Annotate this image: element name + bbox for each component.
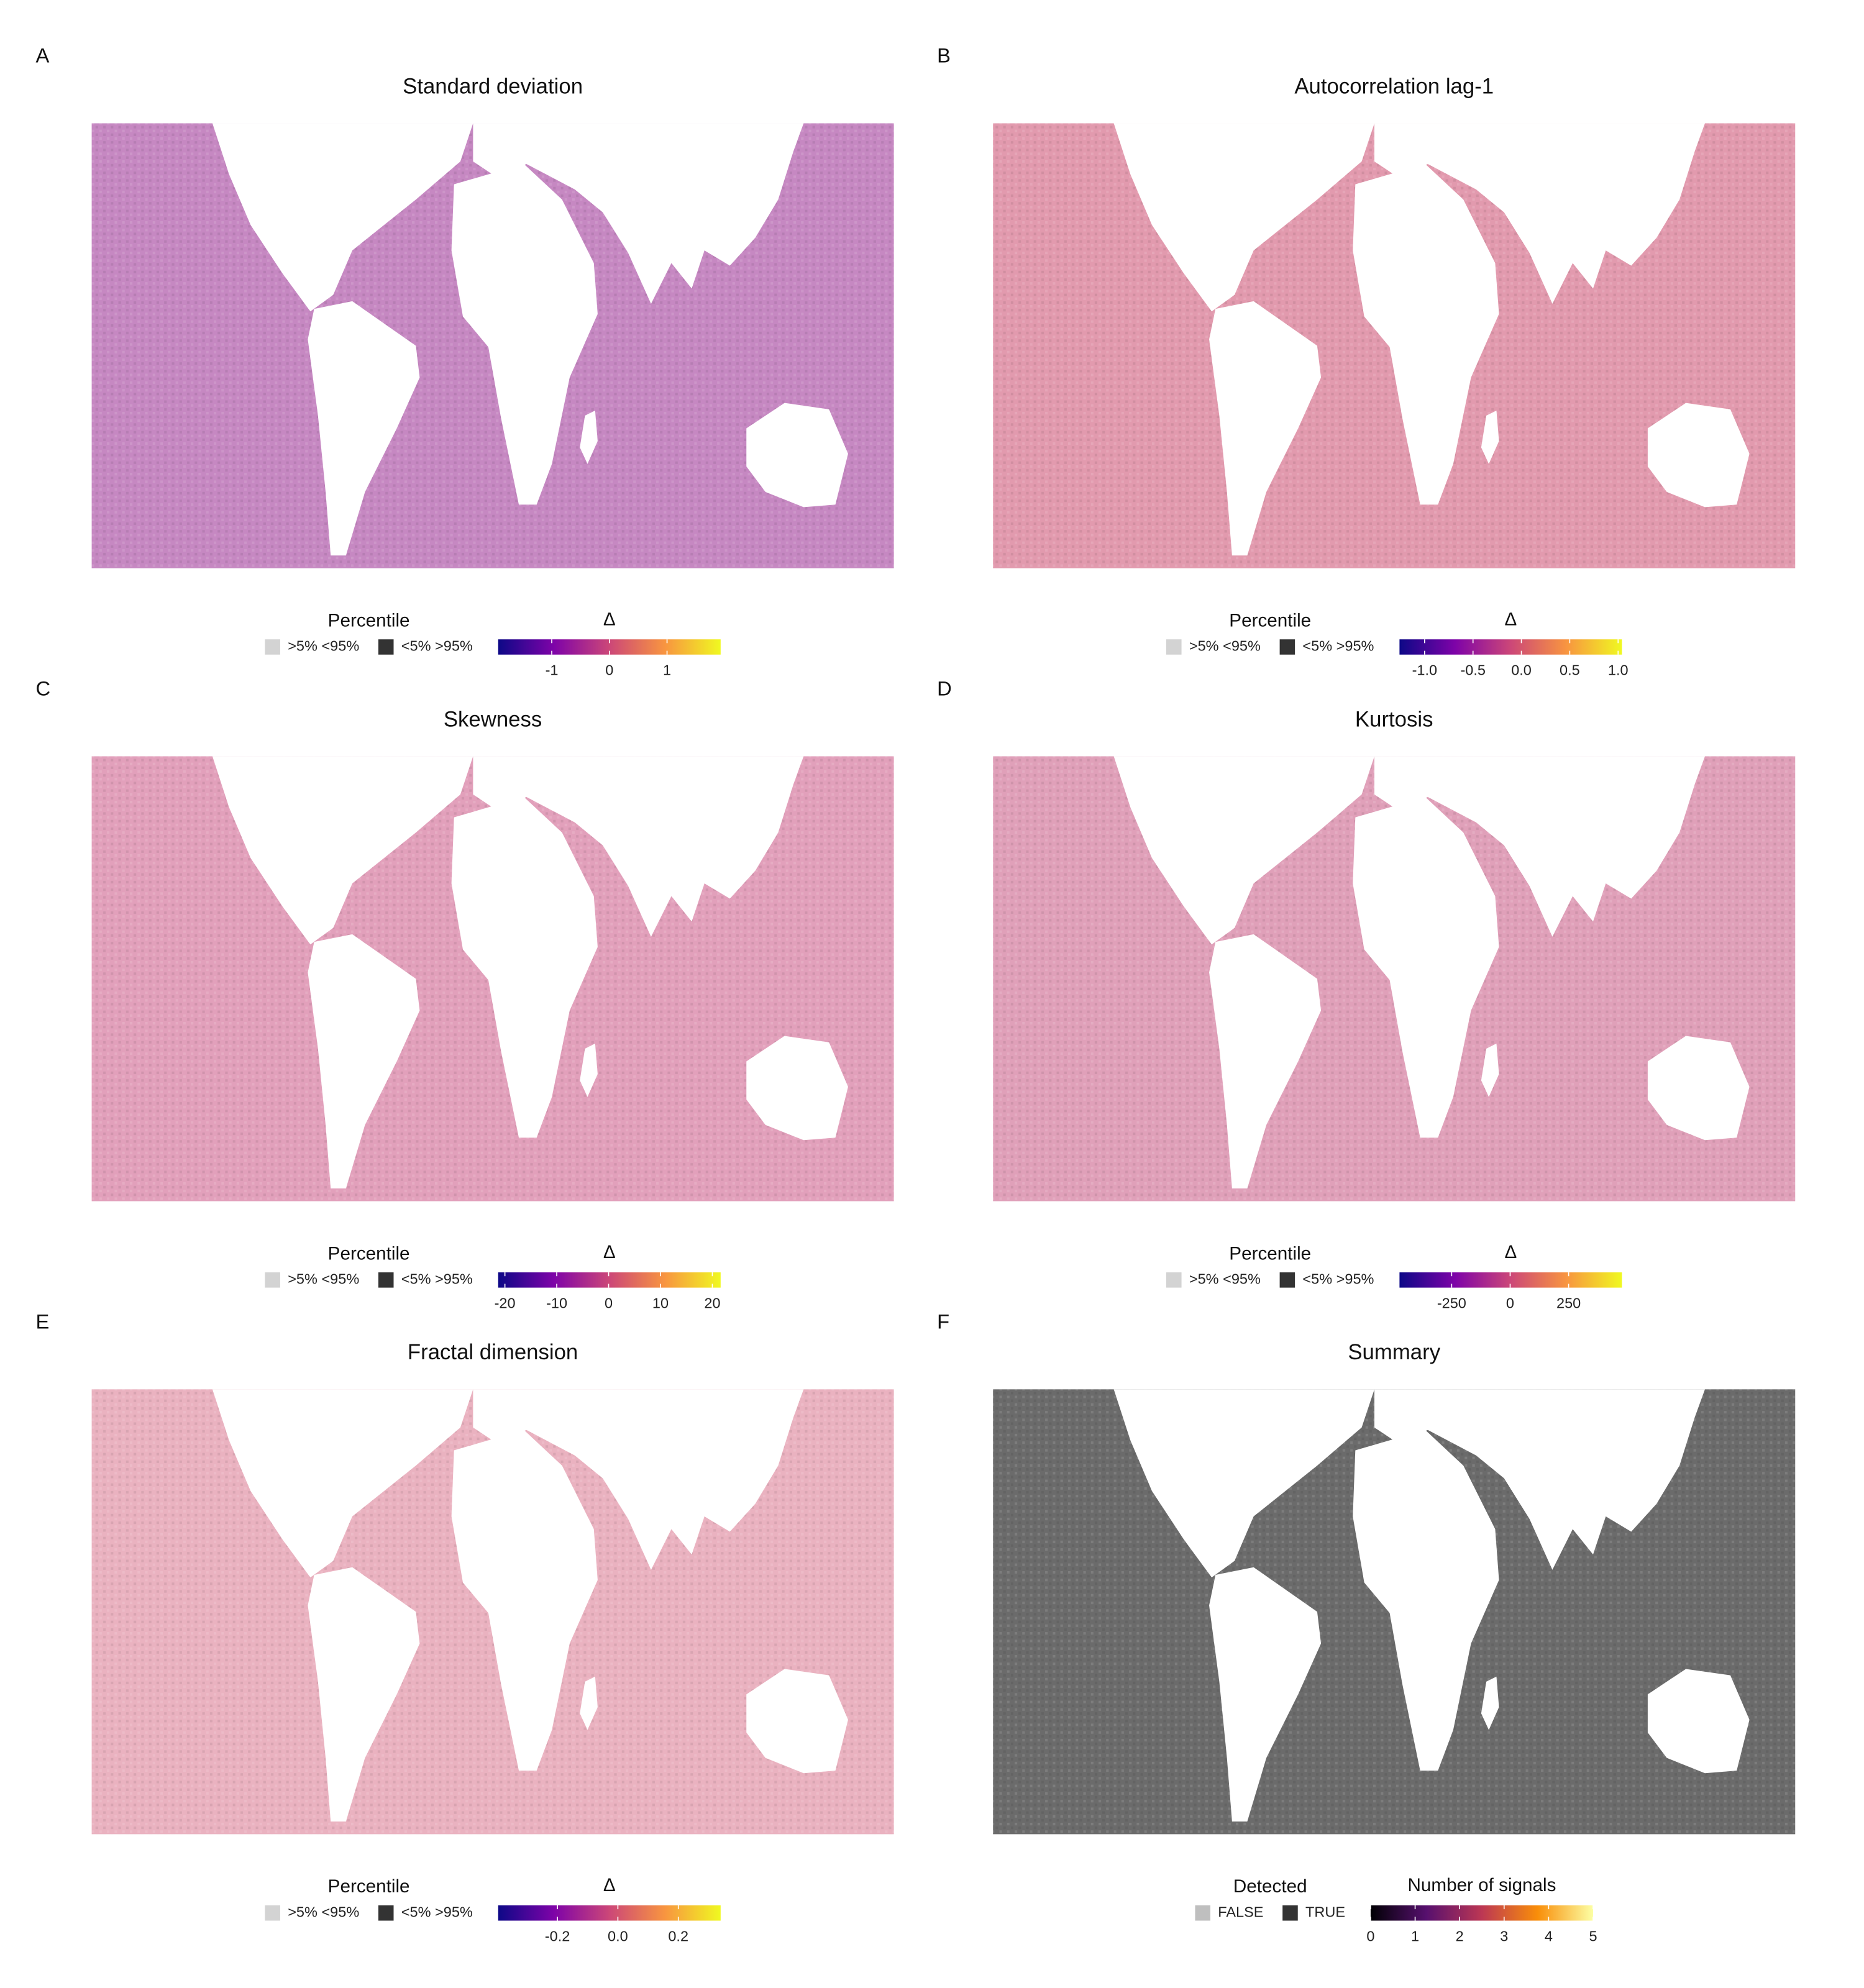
categorical-legend: Percentile >5% <95% <5% >95% <box>265 1243 473 1288</box>
colorbar <box>498 1272 721 1288</box>
colorbar-tick-label: -250 <box>1437 1295 1466 1311</box>
legend-swatch <box>378 1272 394 1288</box>
panel-title: Kurtosis <box>1355 708 1433 731</box>
legend-label: >5% <95% <box>1189 1271 1261 1287</box>
legend-title: Detected <box>1233 1876 1307 1897</box>
legend-label: >5% <95% <box>288 638 359 654</box>
legend-swatch <box>1166 639 1182 655</box>
colorbar-title: Number of signals <box>1407 1875 1556 1895</box>
panel-title: Autocorrelation lag-1 <box>1294 75 1494 98</box>
legend-label: >5% <95% <box>288 1904 359 1920</box>
colorbar-title: Δ <box>603 1242 616 1262</box>
colorbar-tick-label: -0.2 <box>545 1928 570 1944</box>
panel-title: Fractal dimension <box>408 1341 578 1364</box>
colorbar-title: Δ <box>1505 1242 1517 1262</box>
legend-label: <5% >95% <box>1302 1271 1374 1287</box>
legend-swatch <box>265 639 280 655</box>
legend-swatch <box>1282 1905 1298 1921</box>
panel: E Fractal dimension Percentile >5% <95% <5% … <box>36 1310 894 1944</box>
colorbar-tick-label: 0 <box>1506 1295 1514 1311</box>
categorical-legend: Percentile >5% <95% <5% >95% <box>1166 1243 1374 1288</box>
panel-title: Skewness <box>444 708 542 731</box>
colorbar-tick-label: 250 <box>1556 1295 1581 1311</box>
colorbar-tick-label: 3 <box>1500 1928 1508 1944</box>
legend-swatch <box>1166 1272 1182 1288</box>
colorbar-tick-label: 0.2 <box>668 1928 688 1944</box>
legend-swatch <box>1195 1905 1211 1921</box>
colorbar-tick-label: 4 <box>1545 1928 1553 1944</box>
panel: F Summary Detected FALSE TRUE Number of signa… <box>937 1310 1796 1944</box>
colorbar-tick-label: -1.0 <box>1412 662 1438 678</box>
panel: C Skewness Percentile >5% <95% <5% >95% Δ -20 -… <box>36 677 894 1311</box>
categorical-legend: Percentile >5% <95% <5% >95% <box>265 610 473 655</box>
colorbar-tick-label: -1 <box>546 662 559 678</box>
legend-swatch <box>265 1272 280 1288</box>
colorbar <box>498 1905 721 1921</box>
panel-label: D <box>937 677 952 700</box>
legend-title: Percentile <box>328 610 410 631</box>
panel: B Autocorrelation lag-1 Percentile >5% <95%… <box>937 44 1796 678</box>
legend-label: >5% <95% <box>288 1271 359 1287</box>
panel-label: A <box>36 44 50 67</box>
panel: A Standard deviation Percentile >5% <95% <5%… <box>36 44 894 678</box>
categorical-legend: Detected FALSE TRUE <box>1195 1876 1345 1921</box>
colorbar-tick-label: -20 <box>495 1295 516 1311</box>
colorbar-tick-label: 1 <box>663 662 671 678</box>
colorbar <box>1370 1905 1594 1921</box>
colorbar-tick-label: 1 <box>1411 1928 1419 1944</box>
panel-title: Summary <box>1348 1341 1440 1364</box>
colorbar-tick-label: 2 <box>1456 1928 1464 1944</box>
colorbar-tick-label: 0 <box>605 1295 613 1311</box>
legend-label: TRUE <box>1305 1904 1345 1920</box>
legend-title: Percentile <box>328 1243 410 1264</box>
legend-title: Percentile <box>328 1876 410 1897</box>
colorbar-tick-label: -10 <box>546 1295 567 1311</box>
panel-label: F <box>937 1310 949 1333</box>
colorbar-tick-label: 0.0 <box>1511 662 1532 678</box>
colorbar-tick-label: 0.5 <box>1560 662 1580 678</box>
legend-label: <5% >95% <box>1302 638 1374 654</box>
legend-label: >5% <95% <box>1189 638 1261 654</box>
colorbar-title: Δ <box>1505 609 1517 629</box>
legend-swatch <box>378 1905 394 1921</box>
legend-label: FALSE <box>1218 1904 1263 1920</box>
colorbar-tick-label: 20 <box>704 1295 720 1311</box>
colorbar-tick-label: -0.5 <box>1460 662 1486 678</box>
colorbar-title: Δ <box>603 609 616 629</box>
panel-title: Standard deviation <box>403 75 583 98</box>
legend-label: <5% >95% <box>401 1904 473 1920</box>
panel-label: B <box>937 44 951 67</box>
colorbar <box>1399 639 1622 655</box>
colorbar-title: Δ <box>603 1875 616 1895</box>
legend-swatch <box>265 1905 280 1921</box>
categorical-legend: Percentile >5% <95% <5% >95% <box>1166 610 1374 655</box>
legend-swatch <box>1279 639 1295 655</box>
panel-label: C <box>36 677 51 700</box>
categorical-legend: Percentile >5% <95% <5% >95% <box>265 1876 473 1921</box>
legend-title: Percentile <box>1229 610 1311 631</box>
colorbar-tick-label: 0 <box>605 662 613 678</box>
colorbar-tick-label: 1.0 <box>1608 662 1629 678</box>
legend-title: Percentile <box>1229 1243 1311 1264</box>
panel-label: E <box>36 1310 50 1333</box>
legend-swatch <box>1279 1272 1295 1288</box>
colorbar-tick-label: 10 <box>652 1295 669 1311</box>
colorbar-tick-label: 0 <box>1366 1928 1374 1944</box>
panel: D Kurtosis Percentile >5% <95% <5% >95% Δ -250… <box>937 677 1796 1311</box>
colorbar <box>1399 1272 1622 1288</box>
colorbar-tick-label: 0.0 <box>608 1928 628 1944</box>
legend-label: <5% >95% <box>401 638 473 654</box>
legend-label: <5% >95% <box>401 1271 473 1287</box>
colorbar-tick-label: 5 <box>1589 1928 1597 1944</box>
legend-swatch <box>378 639 394 655</box>
